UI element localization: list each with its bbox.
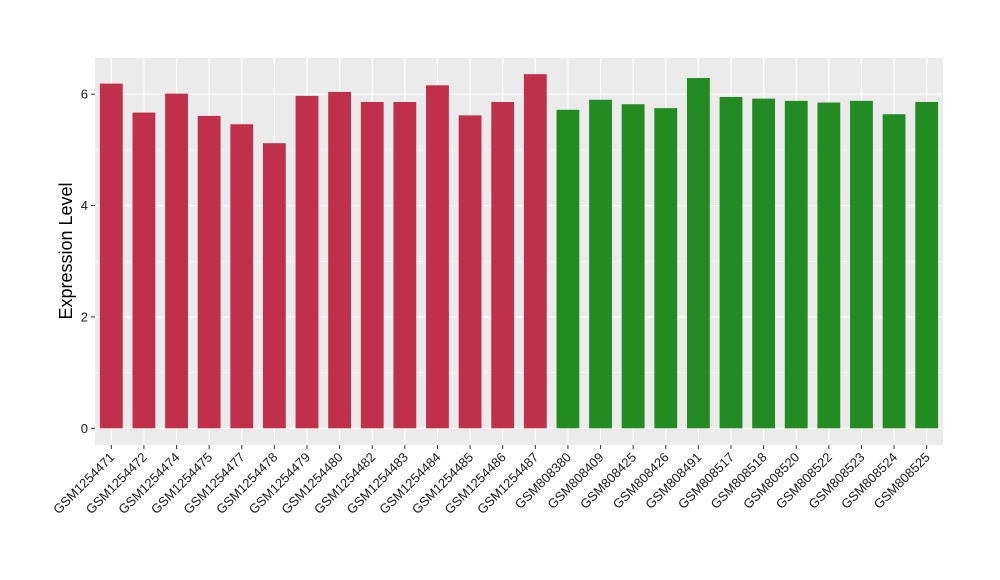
y-axis: 0 2 4 6	[81, 87, 95, 436]
bar-GSM808520	[784, 100, 808, 429]
y-axis-title: Expression Level	[56, 182, 76, 319]
bar-GSM1254472	[132, 112, 156, 429]
y-tick-label: 2	[81, 309, 88, 324]
y-tick-label: 4	[81, 198, 88, 213]
bar-GSM808380	[556, 109, 580, 429]
bar-GSM1254477	[230, 124, 254, 429]
bar-GSM1254487	[523, 74, 547, 429]
bars	[99, 74, 939, 429]
bar-GSM1254480	[328, 91, 352, 429]
plot-panel	[95, 58, 943, 445]
y-tick-label: 6	[81, 87, 88, 102]
bar-GSM808425	[621, 104, 645, 429]
bar-GSM1254475	[197, 115, 221, 429]
bar-GSM808409	[589, 99, 612, 429]
x-axis: GSM1254471GSM1254472GSM1254474GSM1254475…	[50, 445, 933, 517]
bar-GSM808426	[654, 108, 678, 429]
bar-GSM1254474	[165, 93, 188, 429]
bar-GSM808518	[752, 98, 776, 429]
bar-GSM1254479	[295, 95, 319, 429]
bar-GSM808517	[719, 96, 743, 429]
bar-GSM1254478	[262, 143, 286, 429]
bar-GSM808491	[686, 78, 710, 429]
bar-GSM1254486	[491, 101, 515, 429]
y-tick-label: 0	[81, 421, 88, 436]
bar-GSM1254471	[99, 83, 123, 429]
bar-GSM1254485	[458, 115, 482, 429]
bar-GSM808525	[915, 101, 939, 429]
bar-GSM1254484	[426, 85, 449, 429]
bar-GSM808523	[850, 100, 873, 429]
bar-GSM1254482	[360, 101, 384, 429]
bar-GSM808524	[882, 114, 906, 429]
bar-GSM1254483	[393, 101, 417, 429]
bar-GSM808522	[817, 102, 841, 429]
